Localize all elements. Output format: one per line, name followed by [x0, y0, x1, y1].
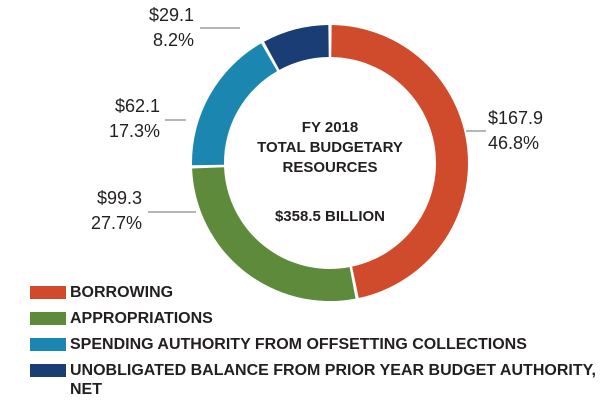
legend-label: APPROPRIATIONS — [70, 310, 213, 327]
share-label: 8.2% — [153, 30, 194, 50]
slice — [192, 167, 356, 301]
legend-label: SPENDING AUTHORITY FROM OFFSETTING COLLE… — [70, 336, 527, 353]
legend-swatch — [30, 364, 66, 377]
value-label: $99.3 — [97, 188, 142, 208]
value-label: $62.1 — [115, 96, 160, 116]
legend-swatch — [30, 338, 66, 351]
legend-item: APPROPRIATIONS — [0, 309, 608, 328]
slice — [331, 25, 468, 298]
center-text: RESOURCES — [282, 159, 377, 176]
legend-swatch — [30, 286, 66, 299]
legend-item: BORROWING — [0, 283, 608, 302]
legend-label: BORROWING — [70, 284, 174, 301]
share-label: 27.7% — [91, 213, 142, 233]
total-label: $358.5 BILLION — [275, 208, 385, 225]
value-label: $29.1 — [149, 5, 194, 25]
value-label: $167.9 — [488, 108, 543, 128]
center-text: TOTAL BUDGETARY — [257, 139, 403, 156]
share-label: 17.3% — [109, 121, 160, 141]
legend-item: SPENDING AUTHORITY FROM OFFSETTING COLLE… — [0, 335, 608, 354]
center-text: FY 2018 — [302, 119, 358, 136]
legend-label: UNOBLIGATED BALANCE FROM PRIOR YEAR BUDG… — [70, 362, 596, 398]
share-label: 46.8% — [488, 133, 539, 153]
slice — [191, 43, 278, 166]
slice — [264, 25, 329, 70]
legend-item: UNOBLIGATED BALANCE FROM PRIOR YEAR BUDG… — [0, 361, 608, 399]
legend-swatch — [30, 312, 66, 325]
